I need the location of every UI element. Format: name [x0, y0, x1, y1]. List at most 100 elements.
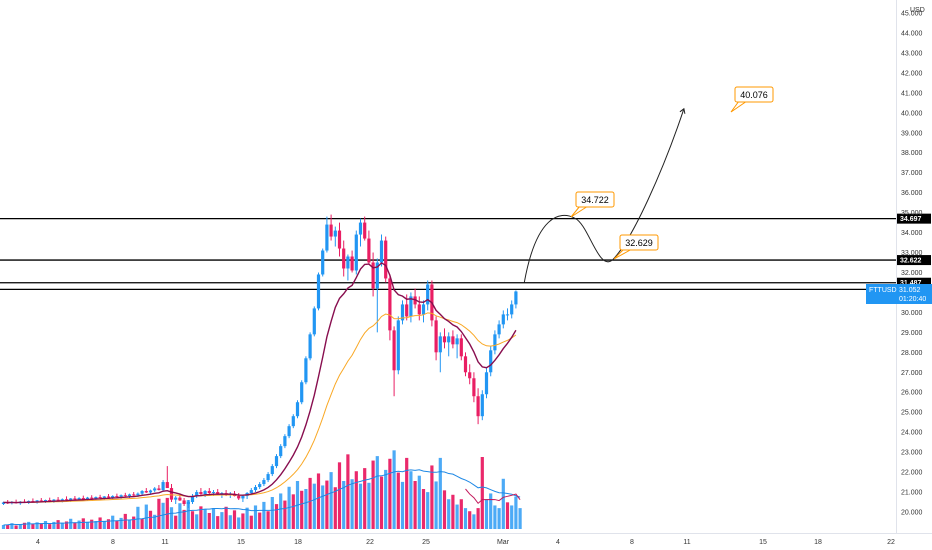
price-callout[interactable]: 40.076 [730, 86, 774, 113]
candle-body [1, 502, 6, 505]
volume-bar [333, 487, 337, 529]
volume-bar [417, 475, 421, 529]
volume-bar [342, 481, 346, 529]
candle-body [400, 304, 405, 321]
price-tick-label: 22.000 [901, 470, 923, 477]
volume-bar [308, 477, 312, 529]
candle-body [514, 291, 518, 305]
candle-body [363, 222, 367, 239]
volume-bar [262, 501, 266, 529]
callout-pointer [570, 205, 589, 218]
candle-body [455, 338, 459, 345]
candle-body [329, 224, 333, 237]
candle-body [375, 262, 379, 289]
candle-body [60, 499, 64, 501]
volume-moving-averages [3, 469, 521, 526]
volume-bar [123, 513, 127, 529]
level-price-tag [897, 277, 931, 288]
time-tick-label: 4 [556, 539, 560, 546]
price-callout[interactable]: 32.629 [613, 234, 659, 260]
volume-bar [304, 489, 308, 529]
volume-bar [73, 522, 77, 529]
candle-body [195, 492, 199, 497]
projection-drawing[interactable] [523, 107, 686, 283]
candle-body [493, 334, 497, 351]
volume-bar [337, 462, 342, 529]
candle-body [127, 494, 132, 497]
price-tick-label: 38.000 [901, 150, 923, 157]
volume-bar [270, 497, 274, 529]
candle-body [266, 474, 270, 481]
volume-bar [232, 510, 237, 529]
candle-body [283, 436, 287, 447]
level-price-tag [897, 213, 931, 224]
volume-bar [153, 514, 157, 529]
time-axis[interactable]: 4 8 11 15 18 22 25 Mar 4 8 11 15 18 22 [36, 539, 895, 546]
volume-bar [237, 517, 241, 529]
candle-body [333, 230, 337, 237]
volume-bar [52, 521, 56, 529]
volume-bar [18, 524, 22, 529]
time-tick-label: 15 [759, 539, 767, 546]
volume-bar [379, 476, 384, 529]
volume-bar [400, 481, 405, 529]
time-tick-label: 11 [161, 539, 168, 546]
time-tick-label: 25 [422, 539, 430, 546]
price-axis[interactable]: 20.000 21.000 22.000 23.000 24.000 25.000 26.0… [901, 11, 923, 517]
candle-body [174, 497, 178, 500]
volume-bar [325, 480, 329, 529]
candle-body [182, 500, 186, 505]
volume-bar [48, 524, 52, 529]
volume-bar [505, 502, 510, 529]
volume-bar [98, 517, 102, 529]
volume-bar [384, 469, 388, 529]
volume-bar [39, 523, 43, 529]
price-tick-label: 40.000 [901, 110, 923, 117]
volume-bar [178, 503, 182, 529]
price-tick-label: 21.000 [901, 490, 923, 497]
price-tick-label: 45.000 [901, 11, 923, 18]
volume-bar [388, 458, 392, 529]
candle-body [48, 500, 52, 502]
price-tick-label: 36.000 [901, 190, 923, 197]
price-annotations[interactable]: 34.722 32.629 40.076 [570, 86, 774, 260]
candle-body [52, 499, 56, 502]
fast-moving-average-line [3, 262, 517, 504]
candle-body [106, 496, 111, 498]
price-tick-label: 32.000 [901, 270, 923, 277]
volume-bar [249, 515, 253, 529]
volume-bar [283, 500, 287, 529]
candle-body [169, 488, 174, 500]
price-tick-label: 27.000 [901, 370, 923, 377]
candle-body [489, 350, 493, 373]
callout-text: 32.629 [625, 238, 653, 248]
time-tick-label: 4 [36, 539, 40, 546]
candle-body [371, 262, 375, 289]
price-tick-label: 26.000 [901, 390, 923, 397]
candle-body [56, 499, 60, 501]
candle-body [497, 324, 501, 335]
price-tick-label: 39.000 [901, 130, 923, 137]
candle-body [501, 314, 505, 325]
candle-body [396, 320, 400, 371]
volume-bar [182, 509, 186, 529]
projection-curve[interactable] [523, 108, 685, 283]
volume-bar [228, 515, 232, 529]
volume-bar [266, 511, 270, 529]
candle-body [321, 250, 325, 275]
candle-body [468, 372, 472, 379]
volume-ma-line [3, 469, 521, 526]
candle-body [476, 396, 480, 417]
price-callout[interactable]: 34.722 [570, 191, 615, 218]
volume-bar [497, 508, 501, 529]
volume-bar [274, 504, 279, 529]
volume-bar [459, 499, 463, 529]
candle-body [237, 496, 241, 499]
volume-bar [489, 493, 493, 529]
volume-bar [186, 500, 190, 529]
volume-bar [442, 490, 447, 529]
volume-ma-short-line [465, 488, 521, 505]
volume-bar [169, 507, 174, 529]
